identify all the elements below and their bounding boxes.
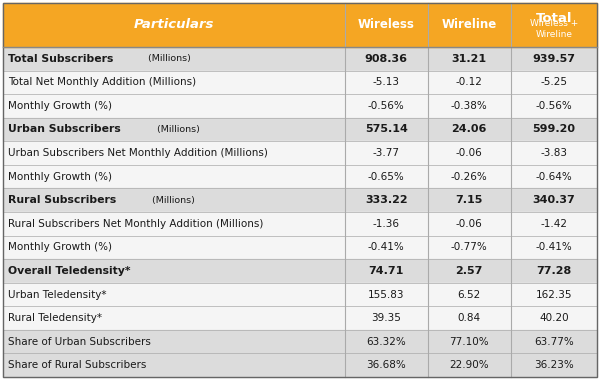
Text: 36.23%: 36.23% <box>534 360 574 370</box>
Text: Total Subscribers: Total Subscribers <box>8 54 113 64</box>
Text: 77.28: 77.28 <box>536 266 572 276</box>
Text: 63.32%: 63.32% <box>366 337 406 347</box>
Text: -0.06: -0.06 <box>456 148 482 158</box>
Text: 63.77%: 63.77% <box>534 337 574 347</box>
Text: Wireless +
Wireline: Wireless + Wireline <box>530 19 578 39</box>
Text: 74.71: 74.71 <box>368 266 404 276</box>
Text: 24.06: 24.06 <box>452 125 487 135</box>
Text: Wireline: Wireline <box>442 19 497 32</box>
Bar <box>3 188 597 212</box>
Bar <box>3 330 597 353</box>
Text: (Millions): (Millions) <box>154 125 200 134</box>
Text: 162.35: 162.35 <box>536 290 572 299</box>
Bar <box>3 283 597 306</box>
Bar <box>3 47 597 71</box>
Text: (Millions): (Millions) <box>145 54 191 63</box>
Text: -0.64%: -0.64% <box>536 172 572 182</box>
Text: 575.14: 575.14 <box>365 125 407 135</box>
Text: Rural Teledensity*: Rural Teledensity* <box>8 313 102 323</box>
Text: 7.15: 7.15 <box>455 195 483 205</box>
Bar <box>3 118 597 141</box>
Text: -0.38%: -0.38% <box>451 101 488 111</box>
Text: -1.36: -1.36 <box>373 219 400 229</box>
Text: 2.57: 2.57 <box>455 266 483 276</box>
Text: 39.35: 39.35 <box>371 313 401 323</box>
Text: -0.65%: -0.65% <box>368 172 404 182</box>
Text: 908.36: 908.36 <box>365 54 407 64</box>
Bar <box>3 165 597 188</box>
Text: 31.21: 31.21 <box>452 54 487 64</box>
Text: Total: Total <box>536 11 572 24</box>
Text: Total Net Monthly Addition (Millions): Total Net Monthly Addition (Millions) <box>8 78 196 87</box>
Text: Rural Subscribers Net Monthly Addition (Millions): Rural Subscribers Net Monthly Addition (… <box>8 219 263 229</box>
Text: -0.41%: -0.41% <box>368 242 404 252</box>
Bar <box>3 212 597 236</box>
Text: Share of Urban Subscribers: Share of Urban Subscribers <box>8 337 151 347</box>
Text: 6.52: 6.52 <box>458 290 481 299</box>
Text: 939.57: 939.57 <box>532 54 575 64</box>
Bar <box>3 71 597 94</box>
Bar <box>3 306 597 330</box>
Text: -0.56%: -0.56% <box>536 101 572 111</box>
Text: -3.77: -3.77 <box>373 148 400 158</box>
Text: -0.26%: -0.26% <box>451 172 488 182</box>
Text: 40.20: 40.20 <box>539 313 569 323</box>
Text: 155.83: 155.83 <box>368 290 404 299</box>
Text: (Millions): (Millions) <box>149 196 194 205</box>
Text: Wireless: Wireless <box>358 19 415 32</box>
Text: -1.42: -1.42 <box>541 219 568 229</box>
Text: -0.41%: -0.41% <box>536 242 572 252</box>
Text: Monthly Growth (%): Monthly Growth (%) <box>8 101 112 111</box>
Bar <box>3 236 597 259</box>
Text: 340.37: 340.37 <box>533 195 575 205</box>
Bar <box>3 3 597 47</box>
Text: 36.68%: 36.68% <box>366 360 406 370</box>
Text: Overall Teledensity*: Overall Teledensity* <box>8 266 131 276</box>
Text: -0.06: -0.06 <box>456 219 482 229</box>
Bar <box>3 259 597 283</box>
Text: Rural Subscribers: Rural Subscribers <box>8 195 116 205</box>
Text: Monthly Growth (%): Monthly Growth (%) <box>8 172 112 182</box>
Text: 77.10%: 77.10% <box>449 337 489 347</box>
Text: 0.84: 0.84 <box>458 313 481 323</box>
Text: Monthly Growth (%): Monthly Growth (%) <box>8 242 112 252</box>
Text: Urban Subscribers: Urban Subscribers <box>8 125 121 135</box>
Text: Urban Teledensity*: Urban Teledensity* <box>8 290 107 299</box>
Text: Share of Rural Subscribers: Share of Rural Subscribers <box>8 360 146 370</box>
Bar <box>3 141 597 165</box>
Text: -5.25: -5.25 <box>541 78 568 87</box>
Text: -5.13: -5.13 <box>373 78 400 87</box>
Bar <box>3 94 597 118</box>
Text: 333.22: 333.22 <box>365 195 407 205</box>
Text: 599.20: 599.20 <box>532 125 575 135</box>
Text: Urban Subscribers Net Monthly Addition (Millions): Urban Subscribers Net Monthly Addition (… <box>8 148 268 158</box>
Text: -0.56%: -0.56% <box>368 101 404 111</box>
Text: Particulars: Particulars <box>134 19 214 32</box>
Bar <box>3 353 597 377</box>
Text: -3.83: -3.83 <box>541 148 568 158</box>
Text: -0.12: -0.12 <box>456 78 483 87</box>
Text: -0.77%: -0.77% <box>451 242 488 252</box>
Text: 22.90%: 22.90% <box>449 360 489 370</box>
